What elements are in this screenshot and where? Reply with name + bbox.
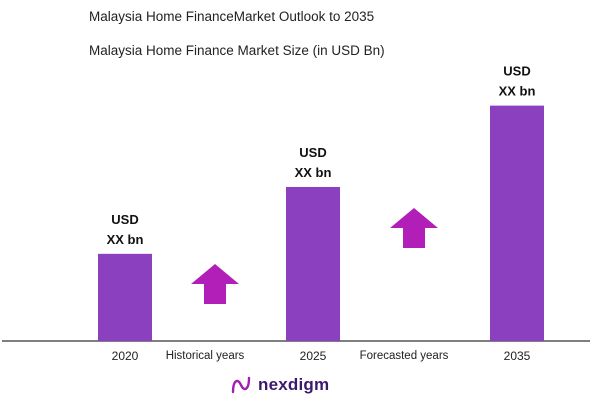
growth-arrow-icon (191, 264, 239, 304)
bar-value-label-line1: USD (299, 145, 326, 160)
bar-2035 (490, 105, 544, 341)
bar-value-label-line1: USD (111, 212, 138, 227)
brand-name: nexdigm (258, 375, 330, 394)
chart-subtitle: Malaysia Home Finance Market Size (in US… (89, 43, 385, 58)
nexdigm-logo-icon (231, 376, 251, 394)
chart-title: Malaysia Home FinanceMarket Outlook to 2… (89, 9, 375, 24)
period-label: Forecasted years (360, 350, 449, 362)
x-tick-label: 2020 (112, 349, 139, 363)
bar-value-label-line2: XX bn (499, 84, 536, 99)
bar-value-label-line2: XX bn (295, 165, 332, 180)
bar-2020 (98, 253, 152, 341)
x-tick-label: 2035 (504, 349, 531, 363)
nexdigm-logo: nexdigm (230, 374, 329, 396)
period-label: Historical years (166, 350, 245, 362)
growth-arrow-icon (390, 208, 438, 248)
bar-value-label-line2: XX bn (107, 232, 144, 247)
bar-2025 (286, 186, 340, 341)
bar-value-label-line1: USD (503, 64, 530, 79)
x-tick-label: 2025 (300, 349, 327, 363)
